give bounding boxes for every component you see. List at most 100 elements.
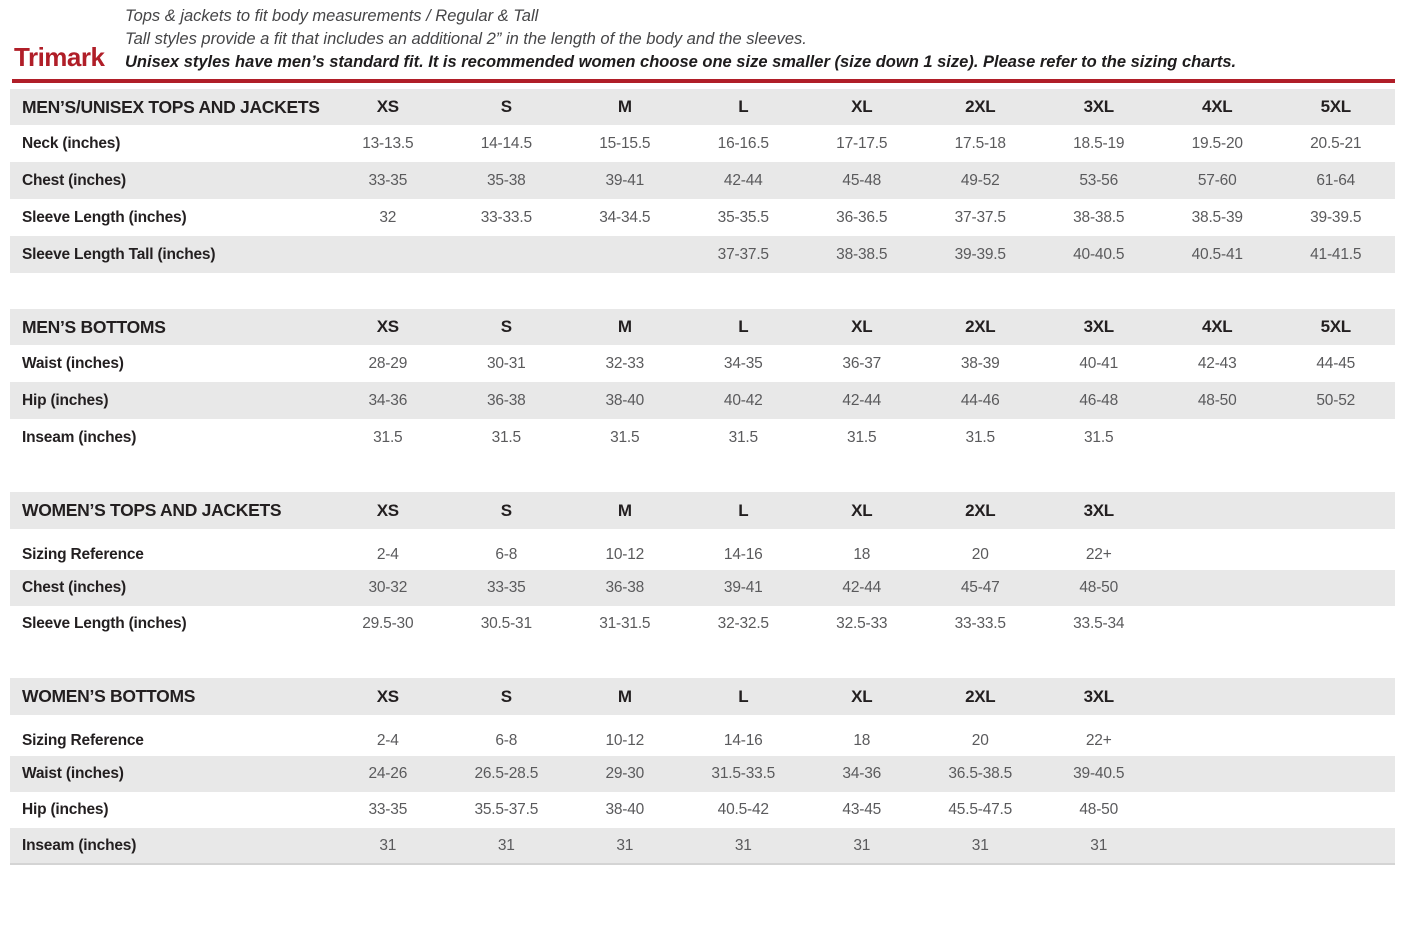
size-column-header-3xl: 3XL bbox=[1039, 309, 1158, 345]
size-value-cell: 31.5 bbox=[610, 428, 640, 446]
intro-text-block: Tops & jackets to fit body measurements … bbox=[125, 5, 1404, 74]
size-table-womens-bottoms: WOMEN’S BOTTOMS XS S M L XL 2XL 3XL Sizing Refer… bbox=[10, 678, 1395, 865]
size-value-cell bbox=[1276, 606, 1395, 642]
size-value-cell: 37-37.5 bbox=[684, 236, 803, 273]
table-header-row: WOMEN’S TOPS AND JACKETS XS S M L XL 2XL 3XL bbox=[10, 492, 1395, 539]
size-value-cell: 31.5 bbox=[728, 428, 759, 446]
row-label: Sizing Reference bbox=[22, 545, 144, 563]
size-value-cell: 39-39.5 bbox=[920, 236, 1040, 273]
size-value-cell: 33-33.5 bbox=[954, 615, 1006, 632]
size-value-cell: 38-40 bbox=[565, 382, 685, 419]
size-value-cell: 32.5-33 bbox=[836, 615, 888, 632]
size-value-cell: 20 bbox=[971, 545, 989, 563]
size-value-cell: 6-8 bbox=[495, 731, 518, 749]
size-value-cell: 14-16 bbox=[723, 545, 763, 563]
table-row: Sleeve Length (inches) 32 33-33.5 34-34.5 35… bbox=[10, 199, 1395, 236]
table-row: Sizing Reference 2-4 6-8 10-12 14-16 18 20 22+ bbox=[10, 534, 1395, 570]
table-row: Inseam (inches) 31 31 31 31 31 31 31 bbox=[10, 828, 1395, 865]
size-value-cell: 31.5 bbox=[1084, 428, 1114, 446]
table-row: Chest (inches) 30-32 33-35 36-38 39-41 42-44 4… bbox=[10, 570, 1395, 606]
size-value-cell: 38-40 bbox=[605, 801, 645, 818]
size-value-cell: 24-26 bbox=[328, 756, 448, 792]
row-label: Chest (inches) bbox=[10, 570, 329, 606]
size-column-header-5xl: 5XL bbox=[1276, 89, 1395, 125]
size-value-cell: 18 bbox=[853, 731, 871, 749]
size-column-header-3xl: 3XL bbox=[1039, 492, 1158, 539]
table-row: Hip (inches) 33-35 35.5-37.5 38-40 40.5-42 43… bbox=[10, 792, 1395, 828]
size-value-cell: 45.5-47.5 bbox=[948, 801, 1013, 818]
size-value-cell: 18 bbox=[853, 545, 871, 563]
size-value-cell: 44-45 bbox=[1316, 354, 1356, 372]
table-title: MEN’S BOTTOMS bbox=[10, 309, 329, 345]
size-value-cell: 42-44 bbox=[802, 570, 921, 606]
size-value-cell: 31.5 bbox=[373, 428, 403, 446]
size-value-cell: 35-35.5 bbox=[717, 208, 769, 226]
size-value-cell: 10-12 bbox=[605, 731, 645, 749]
size-value-cell: 20.5-21 bbox=[1310, 134, 1362, 152]
size-value-cell: 26.5-28.5 bbox=[447, 756, 566, 792]
size-column-header-s: S bbox=[447, 678, 566, 725]
table-row: Waist (inches) 28-29 30-31 32-33 34-35 36-37 3… bbox=[10, 345, 1395, 382]
row-label: Hip (inches) bbox=[22, 801, 109, 818]
size-value-cell: 16-16.5 bbox=[717, 134, 769, 152]
size-value-cell bbox=[1276, 419, 1395, 456]
size-value-cell: 31 bbox=[565, 828, 685, 865]
size-value-cell: 2-4 bbox=[376, 731, 399, 749]
size-column-header-xl: XL bbox=[802, 309, 921, 345]
size-value-cell: 32 bbox=[379, 208, 397, 226]
size-column-header-2xl: 2XL bbox=[920, 492, 1040, 539]
size-value-cell bbox=[1157, 570, 1277, 606]
size-value-cell: 18.5-19 bbox=[1073, 134, 1125, 152]
intro-line-unisex: Unisex styles have men’s standard fit. I… bbox=[125, 53, 1237, 71]
size-value-cell: 15-15.5 bbox=[599, 134, 651, 152]
size-value-cell: 28-29 bbox=[368, 354, 408, 372]
size-column-header-xs: XS bbox=[328, 89, 448, 125]
size-value-cell: 42-44 bbox=[802, 382, 921, 419]
size-value-cell: 22+ bbox=[1085, 545, 1112, 563]
size-value-cell: 6-8 bbox=[495, 545, 518, 563]
size-column-header-m: M bbox=[565, 309, 685, 345]
row-label: Chest (inches) bbox=[10, 162, 329, 199]
size-value-cell: 13-13.5 bbox=[362, 134, 414, 152]
size-column-header-l: L bbox=[684, 89, 803, 125]
brand-logo: Trimark bbox=[14, 42, 105, 72]
size-value-cell: 42-43 bbox=[1197, 354, 1237, 372]
row-label: Waist (inches) bbox=[10, 756, 329, 792]
row-label: Inseam (inches) bbox=[10, 828, 329, 865]
table-row: Inseam (inches) 31.5 31.5 31.5 31.5 31.5 31.5 3… bbox=[10, 419, 1395, 456]
size-value-cell bbox=[1276, 570, 1395, 606]
size-value-cell bbox=[1276, 792, 1395, 828]
size-value-cell: 31 bbox=[684, 828, 803, 865]
size-value-cell: 29-30 bbox=[565, 756, 685, 792]
size-value-cell: 31 bbox=[920, 828, 1040, 865]
size-column-header-m: M bbox=[565, 678, 685, 725]
size-column-header-empty bbox=[1157, 678, 1277, 725]
size-value-cell: 40.5-41 bbox=[1157, 236, 1277, 273]
size-value-cell: 40-40.5 bbox=[1039, 236, 1158, 273]
table-row: Hip (inches) 34-36 36-38 38-40 40-42 42-44 44-… bbox=[10, 382, 1395, 419]
size-value-cell: 32-32.5 bbox=[717, 615, 769, 632]
size-value-cell bbox=[447, 236, 566, 273]
size-value-cell: 31.5 bbox=[847, 428, 877, 446]
row-label: Inseam (inches) bbox=[22, 428, 137, 446]
size-value-cell: 30-32 bbox=[328, 570, 448, 606]
size-column-header-3xl: 3XL bbox=[1039, 89, 1158, 125]
doc-header: Trimark Tops & jackets to fit body measu… bbox=[0, 0, 1404, 74]
size-column-header-4xl: 4XL bbox=[1157, 309, 1277, 345]
size-column-header-4xl: 4XL bbox=[1157, 89, 1277, 125]
row-label: Sleeve Length (inches) bbox=[22, 615, 187, 632]
size-value-cell: 34-36 bbox=[802, 756, 921, 792]
red-divider-rule bbox=[12, 79, 1395, 83]
size-column-header-s: S bbox=[447, 309, 566, 345]
size-value-cell: 36-38 bbox=[447, 382, 566, 419]
size-value-cell: 31.5 bbox=[965, 428, 996, 446]
size-value-cell: 10-12 bbox=[605, 545, 645, 563]
size-value-cell: 57-60 bbox=[1157, 162, 1277, 199]
size-value-cell: 38-38.5 bbox=[1073, 208, 1125, 226]
table-title: WOMEN’S BOTTOMS bbox=[10, 678, 329, 725]
size-value-cell: 2-4 bbox=[376, 545, 399, 563]
size-value-cell: 46-48 bbox=[1039, 382, 1158, 419]
size-value-cell: 30-31 bbox=[486, 354, 526, 372]
size-value-cell: 40-42 bbox=[684, 382, 803, 419]
size-column-header-2xl: 2XL bbox=[920, 309, 1040, 345]
